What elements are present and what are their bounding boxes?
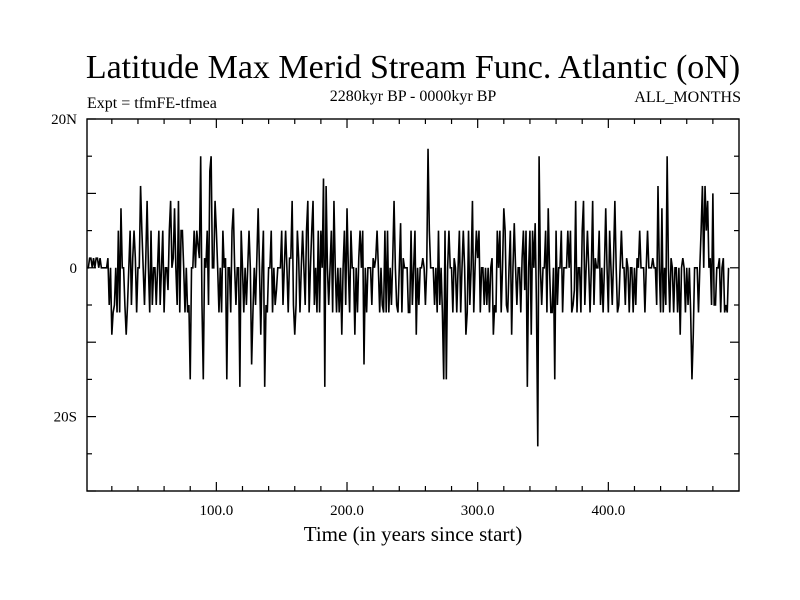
plot-frame [86, 118, 740, 492]
x-tick-label: 100.0 [199, 503, 233, 519]
chart-title: Latitude Max Merid Stream Func. Atlantic… [86, 49, 740, 86]
y-tick-label: 20N [51, 112, 77, 128]
y-tick-label: 0 [70, 261, 78, 277]
series-line [87, 148, 730, 447]
experiment-label: Expt = tfmFE-tfmea [87, 95, 217, 112]
y-tick-label: 20S [54, 410, 77, 426]
months-label: ALL_MONTHS [634, 89, 741, 106]
x-tick-label: 200.0 [330, 503, 364, 519]
x-axis-label: Time (in years since start) [304, 522, 523, 546]
x-tick-label: 300.0 [461, 503, 495, 519]
y-axis: 20N 0 20S [51, 112, 739, 492]
x-axis: 100.0 200.0 300.0 400.0 [111, 119, 714, 519]
x-tick-label: 400.0 [591, 503, 625, 519]
period-label: 2280kyr BP - 0000kyr BP [330, 88, 497, 105]
